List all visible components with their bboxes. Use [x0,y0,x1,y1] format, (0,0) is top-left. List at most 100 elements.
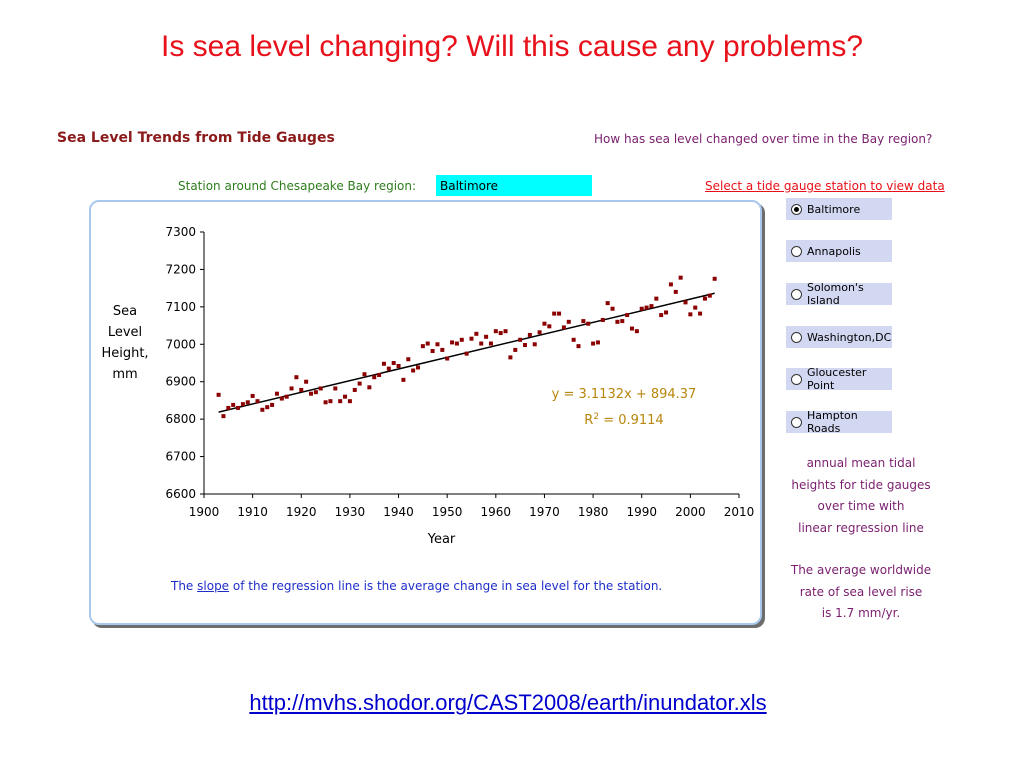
data-point [600,317,605,322]
data-point [430,349,435,354]
data-point [591,341,596,346]
data-point [333,386,338,391]
radio-checked-icon[interactable] [791,203,802,215]
x-tick-label: 1910 [237,505,268,519]
radio-unchecked-icon[interactable] [791,331,802,343]
data-point [406,357,411,362]
data-point [255,399,260,404]
data-point [503,329,508,334]
data-point [386,366,391,371]
station-radio-hampton-roads[interactable]: Hampton Roads [786,409,892,435]
data-point [649,304,654,309]
data-point [362,372,367,377]
data-point [610,306,615,311]
data-point [284,394,289,399]
y-tick-label: 7000 [165,337,196,351]
data-point [377,372,382,377]
data-point [668,282,673,287]
y-tick-label: 7300 [165,225,196,239]
slope-link[interactable]: slope [197,579,230,593]
data-point [289,386,294,391]
panel-title: Sea Level Trends from Tide Gauges [57,130,335,146]
station-radio-gloucester-point[interactable]: Gloucester Point [786,366,892,392]
data-points [216,275,717,419]
r-squared-label: R2 = 0.9114 [584,412,663,428]
radio-unchecked-icon[interactable] [791,416,802,428]
station-radio-label: Washington,DC [807,330,892,344]
x-tick-label: 1990 [626,505,657,519]
regression-equation: y = 3.1132x + 894.37 [552,387,697,402]
station-radio-baltimore[interactable]: Baltimore [786,198,892,220]
data-point [586,321,591,326]
y-tick-label: 7200 [165,262,196,276]
worldwide-note: The average worldwide rate of sea level … [772,560,950,625]
data-point [678,275,683,280]
slide-title: Is sea level changing? Will this cause a… [160,30,864,63]
r-exponent: 2 [593,412,599,422]
sea-level-chart: 6600 6700 6800 6900 7000 7100 7200 7300 1900 1910… [101,225,754,547]
data-point [367,385,372,390]
data-point [226,405,231,410]
y-tick-label: 7100 [165,300,196,314]
station-radio-label: Baltimore [807,202,861,216]
data-point [416,365,420,370]
data-point [469,336,474,341]
data-point [318,386,323,391]
data-point [683,300,688,305]
radio-unchecked-icon[interactable] [791,245,802,257]
station-radio-annapolis[interactable]: Annapolis [786,240,892,262]
data-point [493,329,498,334]
r-symbol: R [584,413,593,428]
data-point [343,394,348,399]
source-url-link[interactable]: http://mvhs.shodor.org/CAST2008/earth/in… [249,690,767,715]
x-tick-label: 1960 [481,505,512,519]
radio-unchecked-icon[interactable] [791,288,802,300]
data-point [459,337,464,342]
data-point [620,319,625,324]
description-line: over time with [817,499,905,513]
data-point [561,325,566,330]
station-radio-label: Solomon's Island [807,281,864,307]
station-radio-label: Hampton Roads [807,409,858,435]
data-point [245,400,250,405]
data-point [260,407,265,412]
data-point [299,387,304,392]
x-tick-label: 1980 [578,505,609,519]
data-point [537,330,542,335]
station-radio-solomon-s-island[interactable]: Solomon's Island [786,281,892,307]
data-point [625,313,630,318]
data-point [523,343,527,348]
data-point [707,293,712,298]
data-point [435,342,440,347]
data-point [474,331,479,336]
data-point [688,312,693,317]
worldwide-line: rate of sea level rise [799,584,923,599]
x-tick-label: 2010 [724,505,755,519]
data-point [401,377,406,382]
data-point [250,393,255,398]
axis-labels: 6600 6700 6800 6900 7000 7100 7200 7300 1900 1910… [101,225,754,547]
data-point [634,329,639,334]
data-point [357,381,362,386]
slope-note-post: of the regression line is the average ch… [229,579,663,593]
data-point [547,324,552,329]
select-station-link[interactable]: Select a tide gauge station to view data [705,179,945,193]
data-point [279,396,284,401]
description-line: heights for tide gauges [791,477,931,492]
data-point [347,399,352,404]
description-line: linear regression line [798,520,924,535]
data-point [231,402,236,407]
data-point [566,319,571,324]
data-point [265,405,270,410]
data-point [338,399,343,404]
data-point [420,344,425,349]
data-point [323,400,328,405]
station-label: Station around Chesapeake Bay region: [178,179,417,193]
radio-unchecked-icon[interactable] [791,373,802,385]
x-tick-label: 1940 [383,505,414,519]
data-point [445,356,450,361]
data-point [712,276,717,281]
data-point [595,340,600,345]
station-radio-washington-dc[interactable]: Washington,DC [786,326,892,348]
station-field[interactable] [436,175,592,196]
